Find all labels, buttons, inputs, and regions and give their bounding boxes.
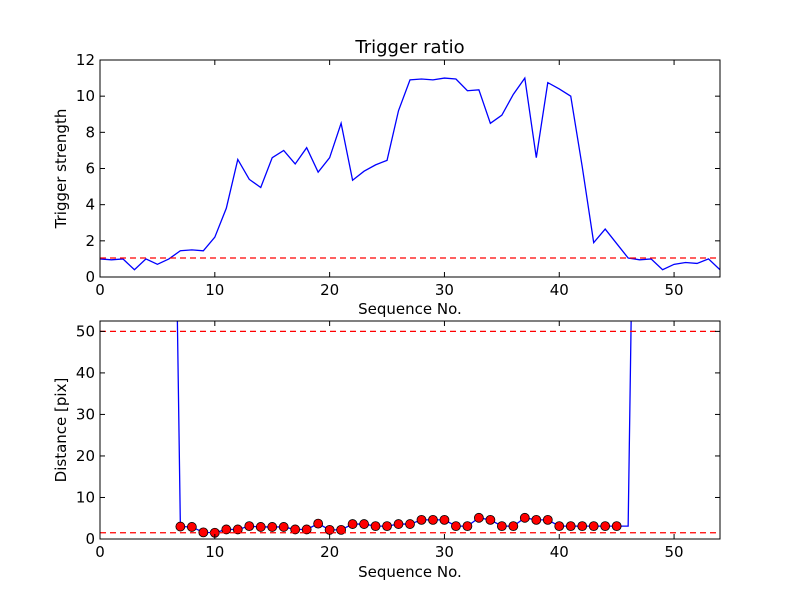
x-axis-label: Sequence No. — [358, 563, 462, 581]
x-tick-label: 10 — [205, 543, 224, 561]
data-point — [359, 519, 369, 529]
data-point — [221, 524, 232, 535]
data-point — [405, 519, 415, 529]
y-axis-label: Trigger strength — [52, 109, 70, 230]
axes-frame — [99, 320, 721, 540]
x-tick-label: 10 — [205, 281, 224, 299]
y-tick-label: 2 — [85, 232, 95, 250]
x-tick-label: 40 — [550, 281, 569, 299]
data-point — [175, 521, 186, 532]
data-point — [588, 521, 599, 532]
data-point — [301, 524, 312, 535]
data-point — [347, 519, 358, 529]
data-point — [485, 514, 496, 525]
plot-area — [100, 76, 720, 271]
data-point — [393, 519, 404, 529]
data-point — [370, 521, 381, 532]
data-point — [611, 521, 622, 532]
y-tick-label: 30 — [76, 405, 95, 423]
data-point — [496, 521, 507, 532]
data-point — [554, 521, 565, 532]
data-point — [267, 522, 278, 532]
x-tick-label: 30 — [435, 281, 454, 299]
data-point — [519, 512, 530, 523]
x-tick-label: 20 — [320, 281, 339, 299]
y-tick-label: 10 — [76, 488, 95, 506]
data-point — [382, 521, 392, 532]
y-tick-label: 20 — [76, 447, 95, 465]
data-point — [244, 521, 255, 532]
x-tick-label: 0 — [95, 543, 105, 561]
x-axis-label: Sequence No. — [358, 300, 462, 318]
data-point — [600, 521, 611, 532]
y-tick-label: 40 — [76, 364, 95, 382]
x-tick-label: 40 — [550, 543, 569, 561]
data-point — [232, 524, 243, 535]
data-point — [313, 518, 324, 529]
chart-title: Trigger ratio — [354, 37, 464, 58]
data-point — [255, 522, 266, 532]
x-tick-label: 30 — [435, 543, 454, 561]
y-tick-label: 0 — [85, 530, 95, 548]
data-point — [451, 521, 461, 532]
data-point — [186, 522, 197, 532]
data-point — [278, 522, 289, 532]
x-tick-label: 0 — [95, 281, 105, 299]
x-tick-label: 20 — [320, 543, 339, 561]
data-point — [336, 524, 347, 535]
data-point — [542, 514, 553, 525]
axis-ticks: 0 10 20 30 40 50 0 2 4 6 8 10 12 — [76, 51, 720, 299]
y-tick-label: 50 — [76, 322, 95, 340]
y-tick-label: 12 — [76, 51, 95, 69]
y-tick-label: 8 — [85, 123, 95, 141]
y-tick-label: 4 — [85, 196, 95, 214]
data-point — [428, 514, 438, 525]
data-point — [508, 521, 519, 532]
axes-frame — [99, 59, 721, 278]
data-point — [565, 521, 576, 532]
data-point — [462, 521, 473, 532]
data-point — [416, 514, 427, 525]
plot-area — [100, 321, 720, 538]
series-line — [100, 76, 720, 271]
data-point — [473, 512, 484, 523]
data-point — [439, 514, 450, 525]
y-tick-label: 6 — [85, 160, 95, 178]
data-point — [531, 514, 542, 525]
x-tick-label: 50 — [665, 281, 684, 299]
y-tick-label: 10 — [76, 87, 95, 105]
y-axis-label: Distance [pix] — [52, 378, 70, 483]
axis-ticks: 0 10 20 30 40 50 0 10 20 30 40 50 — [76, 321, 720, 561]
distance-panel: 0 10 20 30 40 50 0 10 20 30 40 50 Sequence No. Dist… — [52, 320, 721, 581]
y-tick-label: 0 — [85, 268, 95, 286]
x-tick-label: 50 — [665, 543, 684, 561]
data-point — [577, 521, 588, 532]
trigger-ratio-panel: Trigger ratio 0 10 20 30 40 50 0 2 4 6 8 10 12 Seque… — [52, 37, 721, 318]
data-point — [290, 524, 301, 535]
